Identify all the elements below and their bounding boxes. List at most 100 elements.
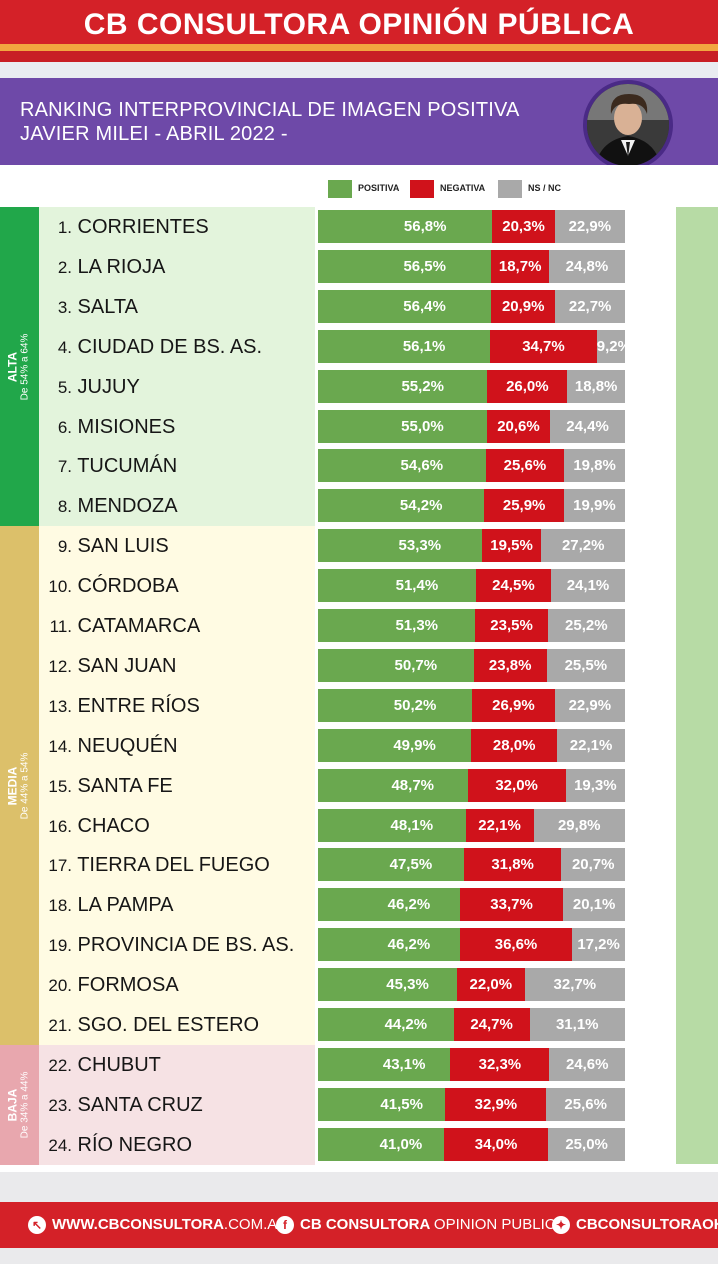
province-label: 20. FORMOSA	[40, 965, 316, 1005]
bar-ns-label: 29,8%	[557, 816, 601, 834]
group-name: ALTA	[5, 351, 20, 382]
province-name: NEUQUÉN	[72, 734, 178, 757]
bar-positive: 44,2%	[318, 1008, 454, 1041]
bar-positive-label: 56,8%	[403, 218, 447, 235]
group-name: MEDIA	[5, 766, 20, 805]
province-label: 22. CHUBUT	[40, 1045, 316, 1085]
bar-negative-label: 22,0%	[469, 976, 513, 994]
province-label: 17. TIERRA DEL FUEGO	[40, 845, 316, 885]
bar-negative-label: 32,3%	[478, 1055, 522, 1073]
rank-number: 14.	[48, 736, 72, 756]
bar-negative-label: 19,5%	[490, 537, 533, 555]
bar-negative-label: 23,8%	[488, 656, 532, 674]
province-label: 11. CATAMARCA	[40, 606, 316, 646]
group-band-alta: ALTA De 54% a 64%	[0, 207, 315, 527]
group-label: MEDIA De 44% a 54%	[5, 752, 32, 819]
bar-ns: 20,1%	[563, 888, 625, 922]
bar-positive: 56,5%	[318, 249, 492, 283]
province-label: 3. SALTA	[40, 287, 316, 327]
bar-ns-label: 24,8%	[565, 257, 609, 275]
province-label: 23. SANTA CRUZ	[40, 1085, 316, 1125]
footer-facebook[interactable]: f CB CONSULTORA OPINION PUBLICA	[276, 1216, 566, 1235]
bar-positive: 41,5%	[318, 1087, 446, 1121]
bar-negative-label: 25,6%	[503, 457, 547, 475]
bar-negative: 24,7%	[453, 1008, 530, 1041]
bar-positive-label: 50,2%	[393, 696, 437, 714]
bar-negative: 32,9%	[445, 1087, 547, 1121]
bar-positive-label: 55,0%	[401, 417, 444, 435]
bar-negative: 25,9%	[484, 489, 564, 523]
bar-ns-label: 22,1%	[569, 736, 613, 754]
bar-positive: 51,3%	[318, 609, 476, 642]
footer-twitter[interactable]: ✦ CBCONSULTORAOK	[552, 1216, 718, 1235]
footer-website[interactable]: ↖ WWW.CBCONSULTORA.COM.AR	[28, 1216, 288, 1235]
decorative-strip	[676, 207, 718, 1164]
rank-number: 22.	[48, 1055, 72, 1075]
bar-negative: 34,7%	[490, 329, 597, 363]
bar-ns-label: 9,2%	[596, 337, 631, 355]
bar-positive: 45,3%	[318, 968, 458, 1002]
bar-positive-label: 48,7%	[391, 776, 435, 794]
bar-ns-label: 19,3%	[574, 776, 617, 794]
group-side-label: ALTA De 54% a 64%	[0, 207, 39, 527]
bar-negative: 19,5%	[481, 529, 542, 563]
bar-positive: 46,2%	[318, 888, 460, 922]
bar-ns-label: 19,8%	[573, 457, 616, 475]
bar-negative-label: 20,6%	[497, 417, 540, 435]
legend-label-negative: NEGATIVA	[440, 183, 486, 193]
bar-negative: 32,0%	[467, 768, 566, 802]
group-band-background	[39, 526, 315, 1045]
bar-positive: 46,2%	[318, 928, 460, 962]
province-label: 24. RÍO NEGRO	[40, 1125, 316, 1165]
bar-positive: 48,1%	[318, 808, 466, 842]
bar-ns-label: 31,1%	[555, 1016, 599, 1033]
province-name: SAN JUAN	[72, 654, 177, 677]
bar-positive: 54,2%	[318, 489, 485, 523]
footer-facebook-bold: CB CONSULTORA	[300, 1216, 430, 1233]
bar-ns: 22,7%	[555, 289, 625, 323]
bar-ns: 19,8%	[564, 449, 625, 483]
bar-negative: 22,0%	[457, 968, 525, 1002]
bar-ns: 31,1%	[529, 1008, 625, 1041]
province-label: 14. NEUQUÉN	[40, 726, 316, 766]
bar-ns-label: 17,2%	[577, 936, 620, 954]
province-name: SGO. DEL ESTERO	[72, 1014, 260, 1036]
province-label: 10. CÓRDOBA	[40, 566, 316, 606]
province-name: CHACO	[72, 814, 150, 837]
group-range: De 34% a 44%	[19, 1071, 31, 1139]
bar-ns: 22,9%	[554, 210, 625, 243]
bar-negative-label: 28,0%	[492, 736, 536, 754]
bar-positive-label: 55,2%	[401, 377, 444, 395]
bar-positive: 48,7%	[318, 768, 468, 802]
bar-positive-label: 41,5%	[380, 1095, 423, 1113]
bar-ns-label: 32,7%	[553, 976, 597, 994]
bar-positive-label: 56,4%	[403, 297, 446, 315]
header-title: CB CONSULTORA OPINIÓN PÚBLICA	[83, 8, 635, 41]
header-stripe	[0, 44, 718, 51]
bar-positive-label: 46,2%	[387, 936, 431, 954]
bar-negative: 26,9%	[472, 688, 555, 722]
province-label: 5. JUJUY	[40, 367, 316, 407]
bar-positive: 47,5%	[318, 848, 464, 882]
bar-ns: 24,1%	[551, 569, 625, 603]
province-label: 19. PROVINCIA DE BS. AS.	[40, 925, 316, 965]
bar-positive-label: 56,5%	[403, 257, 446, 275]
province-label: 13. ENTRE RÍOS	[40, 686, 316, 726]
bar-negative: 20,6%	[486, 409, 551, 443]
group-range: De 44% a 54%	[19, 752, 31, 819]
bar-negative-label: 31,8%	[491, 856, 534, 874]
rank-number: 19.	[48, 936, 72, 956]
legend-swatch-ns	[498, 180, 522, 198]
bar-positive-label: 51,3%	[395, 617, 439, 634]
bar-positive-label: 56,1%	[402, 337, 446, 355]
bar-ns: 25,6%	[546, 1087, 625, 1121]
bar-positive: 43,1%	[318, 1047, 451, 1081]
bar-positive: 41,0%	[318, 1127, 444, 1161]
portrait-photo	[583, 80, 673, 170]
province-label: 4. CIUDAD DE BS. AS.	[40, 327, 316, 367]
bar-negative: 23,8%	[473, 648, 547, 682]
title-panel: RANKING INTERPROVINCIAL DE IMAGEN POSITI…	[0, 78, 718, 170]
bar-positive-label: 45,3%	[386, 976, 429, 994]
bar-negative-label: 18,7%	[498, 257, 542, 275]
bar-negative: 25,6%	[485, 449, 565, 483]
